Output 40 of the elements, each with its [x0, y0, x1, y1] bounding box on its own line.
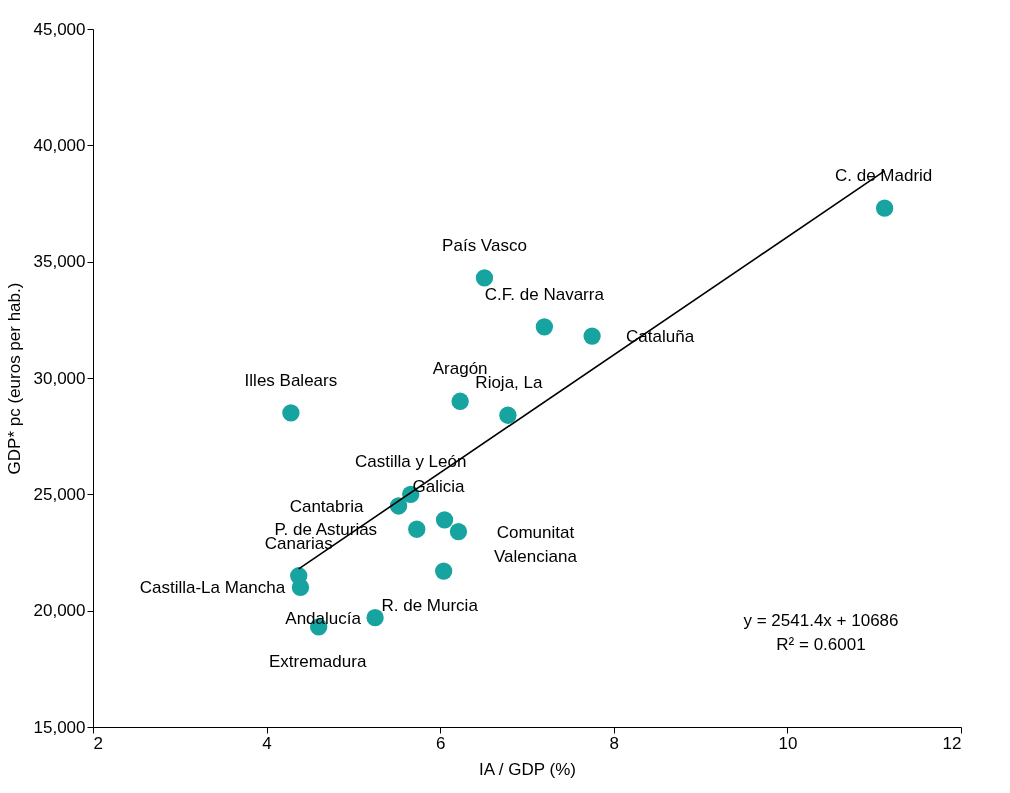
y-tick-label: 45,000 — [33, 19, 86, 39]
point — [408, 520, 426, 538]
x-tick-label: 8 — [609, 733, 620, 753]
y-tick-label: 15,000 — [33, 717, 86, 737]
data-label: Rioja, La — [475, 373, 543, 393]
data-label: Extremadura — [269, 651, 367, 671]
data-label: Comunitat Valenciana — [494, 522, 578, 566]
data-label: R. de Murcia — [381, 596, 479, 616]
data-label: Illes Balears — [244, 370, 338, 390]
point — [282, 404, 300, 422]
data-label: País Vasco — [442, 235, 527, 255]
x-tick-label: 4 — [262, 733, 272, 753]
data-label: Cantabria — [289, 496, 364, 516]
data-label: C. de Madrid — [834, 166, 933, 186]
y-tick-label: 20,000 — [33, 601, 86, 621]
point — [291, 578, 310, 597]
data-label: C.F. de Navarra — [484, 284, 605, 304]
point — [366, 609, 384, 627]
point — [583, 327, 601, 345]
point — [435, 562, 453, 580]
point — [449, 522, 468, 541]
x-tick-label: 12 — [942, 733, 962, 753]
point — [535, 318, 554, 336]
annotation: y = 2541.4x + 10686 R² = 0.6001 — [743, 611, 899, 654]
point — [435, 511, 454, 529]
y-axis-title: GDP* pc (euros per hab.) — [4, 282, 24, 475]
x-axis-title: IA / GDP (%) — [479, 759, 576, 779]
x-tick-label: 2 — [93, 733, 103, 753]
x-tick-label: 10 — [778, 733, 798, 753]
point — [499, 406, 517, 424]
data-label: Castilla-La Mancha — [139, 578, 286, 598]
data-label: Andalucía — [285, 608, 362, 628]
y-tick-label: 35,000 — [33, 252, 86, 272]
point — [451, 392, 469, 410]
y-tick-label: 40,000 — [33, 135, 86, 155]
point — [475, 269, 494, 287]
y-tick-label: 25,000 — [33, 484, 86, 504]
y-tick-label: 30,000 — [33, 368, 86, 388]
point — [875, 199, 894, 217]
x-tick-label: 6 — [435, 733, 446, 753]
